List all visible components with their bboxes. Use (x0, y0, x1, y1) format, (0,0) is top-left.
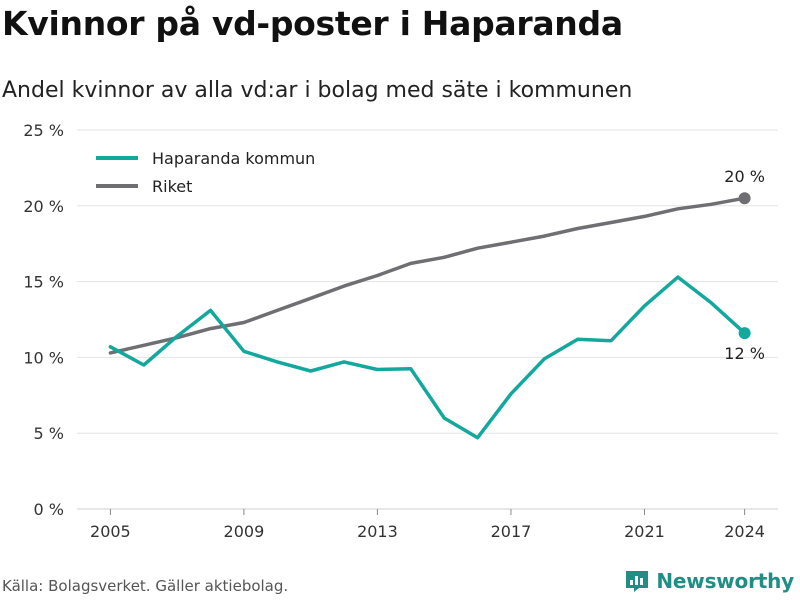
grid-lines (77, 129, 778, 510)
series-line-haparanda-kommun (108, 275, 747, 440)
series-lines (108, 192, 751, 440)
y-axis-ticks: 0 % 5 % 10 % 15 % 20 % 25 % (23, 121, 64, 519)
x-tick-label: 2021 (624, 522, 665, 541)
y-tick-label: 25 % (23, 121, 64, 140)
x-tick-label: 2017 (491, 522, 532, 541)
chart-subtitle: Andel kvinnor av alla vd:ar i bolag med … (2, 78, 633, 103)
source-note: Källa: Bolagsverket. Gäller aktiebolag. (2, 577, 289, 595)
end-point-marker (738, 192, 751, 205)
y-tick-label: 15 % (23, 273, 64, 292)
legend-label: Haparanda kommun (152, 149, 315, 168)
y-tick-label: 0 % (34, 500, 64, 519)
end-labels: 20 % 12 % (724, 167, 765, 363)
y-tick-label: 10 % (23, 348, 64, 367)
series-line-riket (108, 196, 747, 355)
x-tick-label: 2024 (724, 522, 765, 541)
x-tick-label: 2005 (90, 522, 131, 541)
end-value-label: 20 % (724, 167, 765, 186)
end-value-label: 12 % (724, 344, 765, 363)
end-point-marker (738, 327, 751, 340)
brand-name: Newsworthy (656, 569, 794, 593)
brand-logo: Newsworthy (624, 568, 794, 594)
legend: Haparanda kommun Riket (96, 149, 315, 196)
x-tick-label: 2009 (224, 522, 265, 541)
newsworthy-logo-icon (626, 571, 649, 592)
x-axis-ticks: 2005 2009 2013 2017 2021 2024 (90, 509, 765, 541)
y-tick-label: 5 % (34, 424, 64, 443)
y-tick-label: 20 % (23, 197, 64, 216)
chart-title: Kvinnor på vd-poster i Haparanda (2, 4, 623, 43)
legend-label: Riket (152, 177, 192, 196)
x-tick-label: 2013 (357, 522, 398, 541)
